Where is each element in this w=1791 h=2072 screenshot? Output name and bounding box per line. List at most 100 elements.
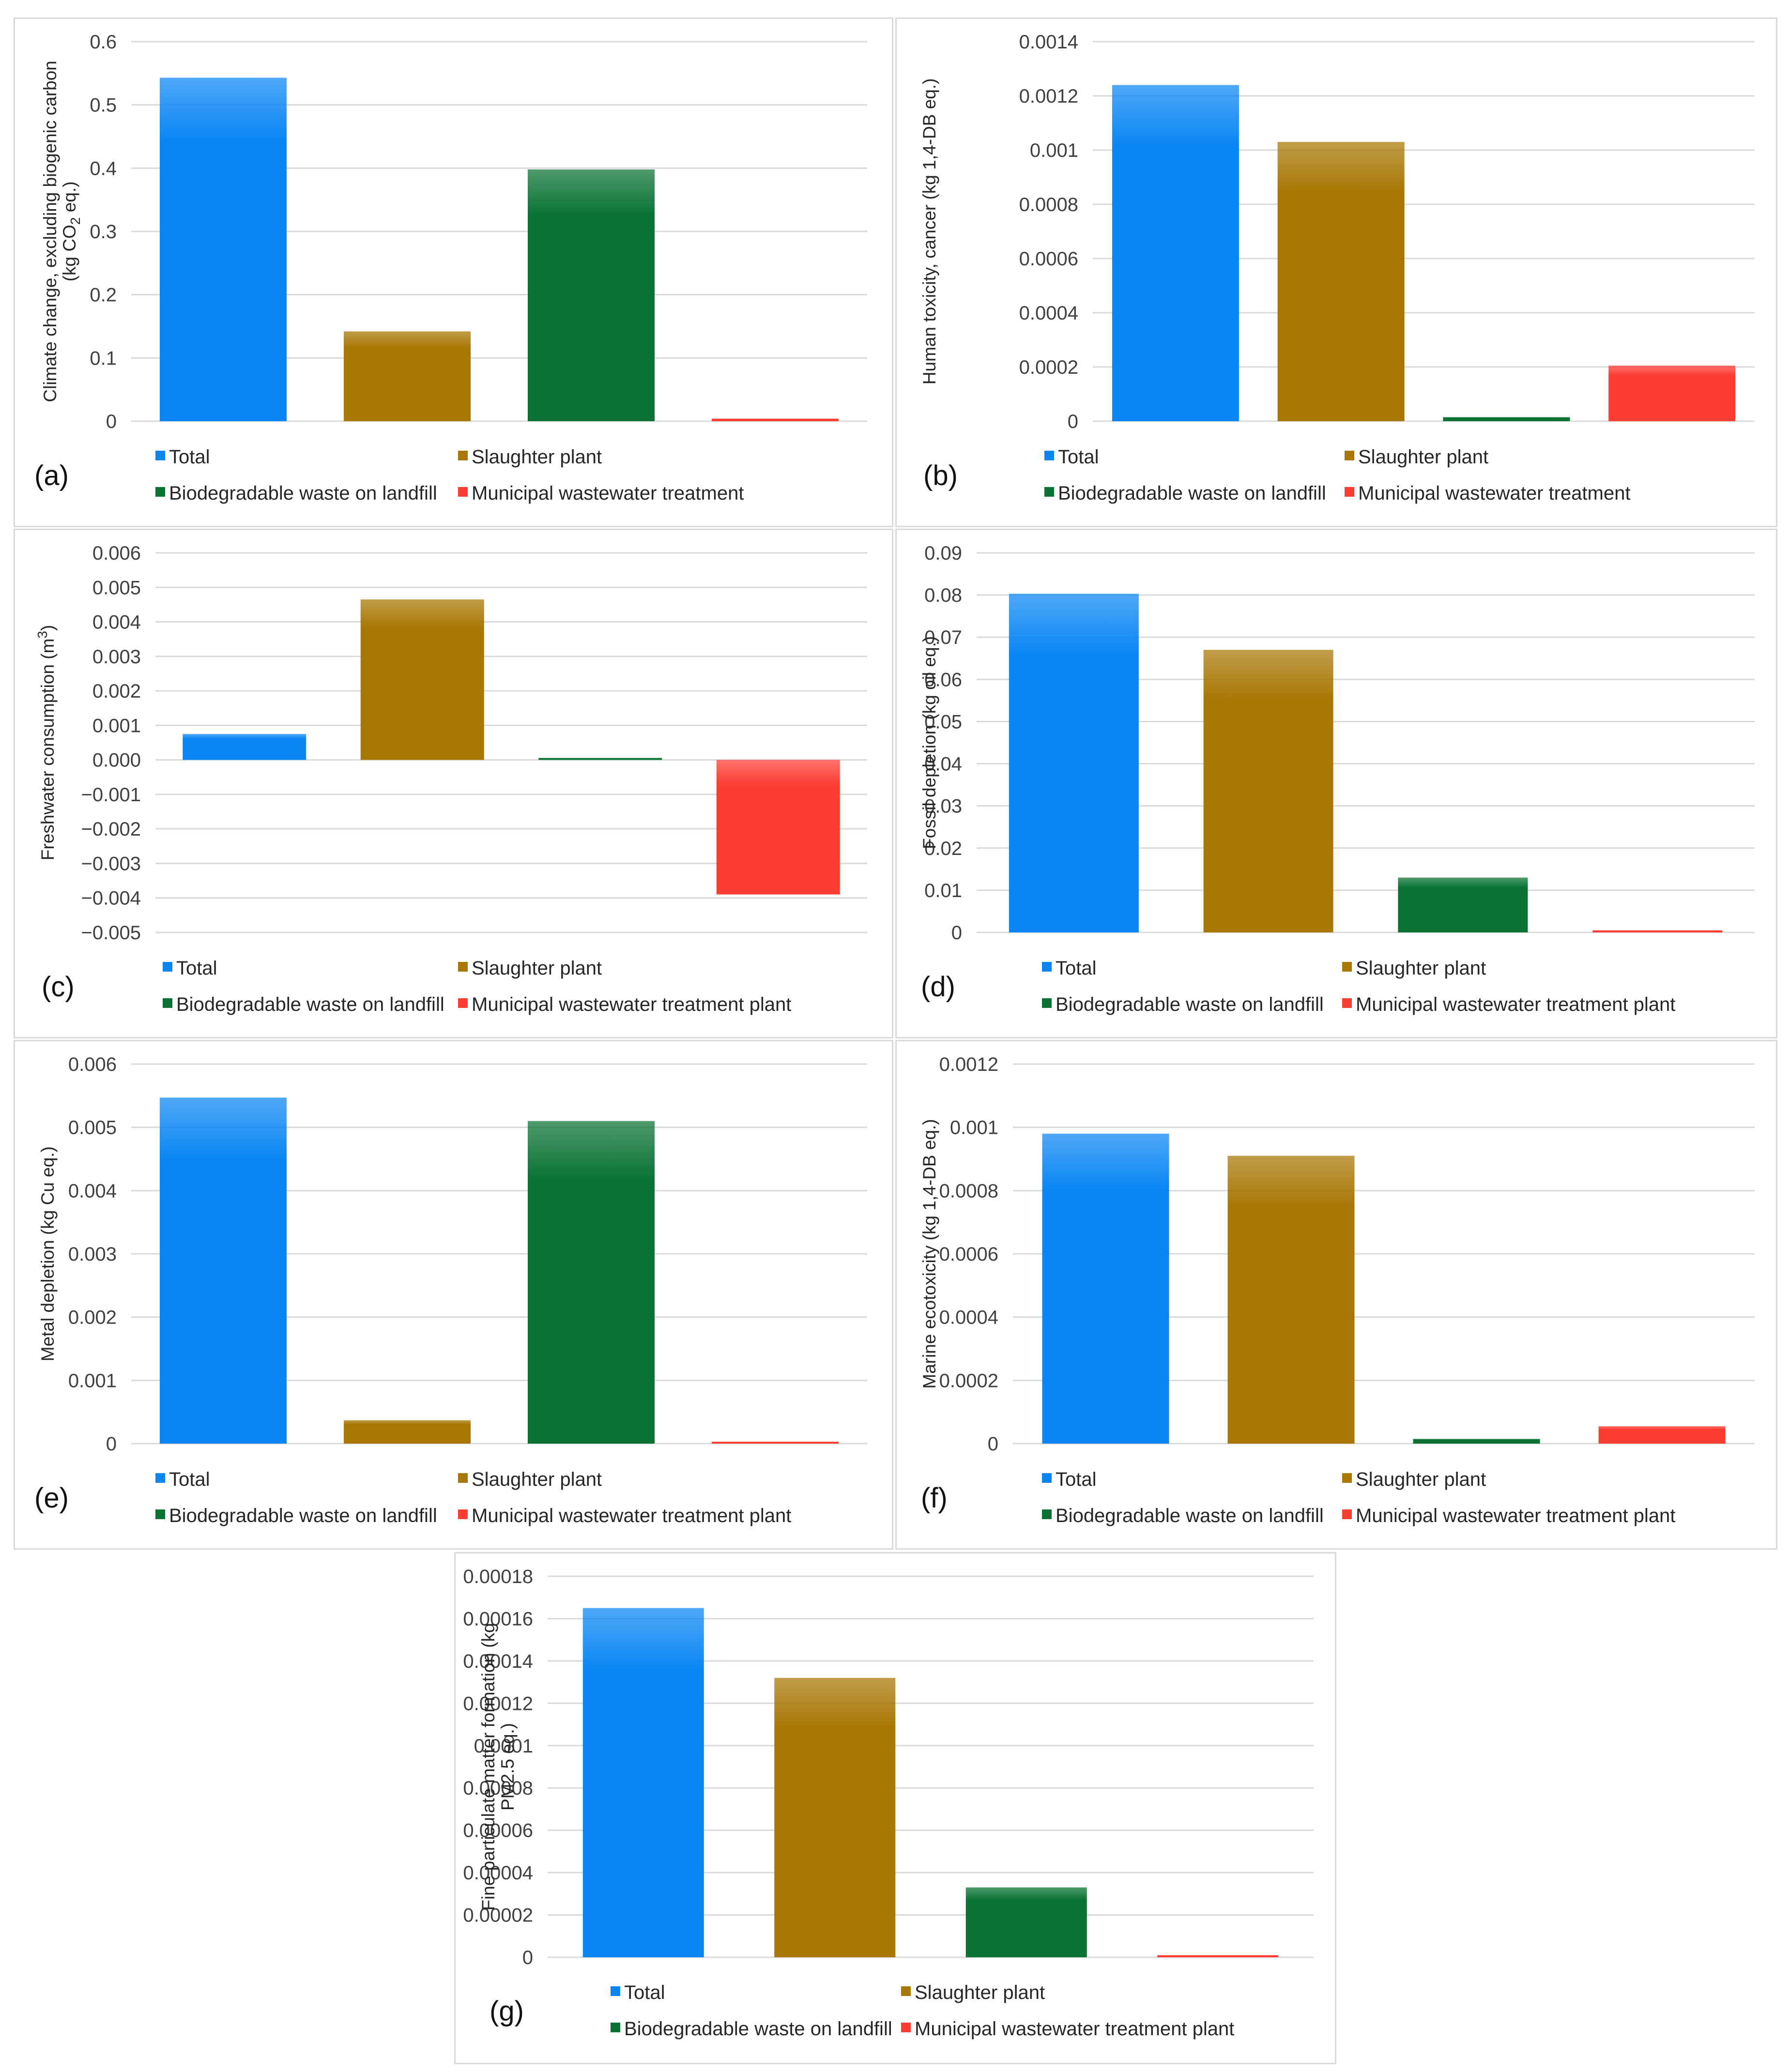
y-tick-label: 0.08 [924,585,962,606]
y-tick-label: 0.006 [68,1054,117,1075]
legend-swatch [458,451,468,460]
y-tick-label: 0.001 [1030,140,1078,161]
bar-slaughter-plant [1227,1156,1355,1444]
panel-label: (a) [34,460,69,491]
legend-label: Biodegradable waste on landfill [624,2018,892,2040]
bar-biodegradable-waste-on-landfill [538,758,662,760]
y-axis-label: Fine particulate matter formation (kg [478,1623,498,1910]
y-tick-label: 0.09 [924,543,962,564]
y-axis-label: Marine ecotoxicity (kg 1,4-DB eq.) [919,1119,939,1388]
y-axis-label: Climate change, excluding biogenic carbo… [40,61,60,402]
bar-biodegradable-waste-on-landfill [965,1887,1087,1957]
legend-label: Biodegradable waste on landfill [1056,1505,1324,1526]
y-tick-label: 0 [106,411,117,432]
y-axis-label: Metal depletion (kg Cu eq.) [38,1146,58,1361]
panel-label: (e) [34,1482,69,1514]
y-tick-label: 0.00016 [463,1608,533,1630]
bar-slaughter-plant [360,599,484,760]
y-tick-label: 0.0004 [1019,303,1078,324]
legend-swatch [1042,1473,1052,1483]
bar-biodegradable-waste-on-landfill [1398,877,1528,932]
panel-label: (b) [923,460,958,491]
bar-municipal-wastewater-treatment-plant [1598,1426,1726,1444]
legend-label: Slaughter plant [1358,446,1488,468]
y-tick-label: −0.003 [81,853,141,874]
y-tick-label: 0.000 [92,750,141,771]
legend-swatch [1044,451,1054,460]
y-axis-label: Freshwater consumption (m3) [35,625,58,860]
legend-swatch [1345,487,1354,497]
y-tick-label: 0.01 [924,880,962,901]
bar-slaughter-plant [1277,142,1405,421]
legend-label: Total [176,958,217,979]
bar-biodegradable-waste-on-landfill [528,169,655,421]
chart-panel-e: 0 0.001 0.002 0.003 0.004 0.005 0.006 Metal dep… [14,1040,893,1550]
bar-total [160,1097,287,1444]
bar-municipal-wastewater-treatment [712,418,839,421]
y-tick-label: 0.0006 [939,1244,998,1265]
legend-swatch [458,962,468,972]
legend-swatch [163,962,172,972]
legend-label: Total [1058,446,1099,468]
chart-svg-b: 0 0.0002 0.0004 0.0006 0.0008 0.001 0.0012 0.00… [919,31,1755,504]
y-tick-label: 0.002 [68,1307,117,1328]
y-tick-label: 0 [1068,411,1078,432]
y-tick-label: 0.004 [92,612,141,633]
legend-swatch [1342,1509,1352,1519]
legend-label: Biodegradable waste on landfill [1056,994,1324,1015]
legend-swatch [155,451,165,460]
legend-label: Municipal wastewater treatment plant [472,1505,791,1526]
bar-total [1042,1133,1169,1444]
y-tick-label: 0.00014 [463,1651,533,1672]
legend-swatch [458,487,468,497]
chart-svg-f: 0 0.0002 0.0004 0.0006 0.0008 0.001 0.0012 Mari… [919,1054,1755,1526]
bar-total [1112,85,1239,422]
legend-swatch [1042,998,1052,1008]
y-tick-label: 0.00018 [463,1566,533,1587]
legend-swatch [155,487,165,497]
y-tick-label: −0.002 [81,819,141,840]
y-axis-label: Human toxicity, cancer (kg 1,4-DB eq.) [919,78,939,385]
legend-label: Slaughter plant [472,446,602,468]
y-tick-label: 0.0008 [1019,194,1078,215]
legend-swatch [458,998,468,1008]
y-axis-label: Fossil depletion (kg oil eq.) [919,636,939,849]
bar-municipal-wastewater-treatment [1608,366,1736,421]
y-tick-label: 0.003 [68,1244,117,1265]
y-tick-label: 0.002 [92,681,141,702]
chart-svg-e: 0 0.001 0.002 0.003 0.004 0.005 0.006 Metal dep… [34,1054,867,1526]
y-tick-label: 0.4 [90,158,117,179]
panel-label: (d) [921,971,955,1003]
y-tick-label: 0.06 [924,669,962,690]
y-tick-label: 0 [988,1433,998,1455]
y-tick-label: 0 [522,1947,533,1968]
bar-slaughter-plant [1203,650,1333,932]
panel-label: (f) [921,1482,948,1514]
legend-label: Biodegradable waste on landfill [1058,483,1326,504]
bar-total [183,734,306,760]
chart-panel-a: 0 0.1 0.2 0.3 0.4 0.5 0.6 Climate change, exclu… [14,17,893,527]
y-tick-label: 0.004 [68,1180,117,1202]
y-tick-label: 0.0006 [1019,248,1078,270]
chart-panel-d: 0 0.01 0.02 0.03 0.04 0.05 0.06 0.07 0.08 0.09 Fos… [895,529,1777,1038]
legend-swatch [1345,451,1354,460]
legend-label: Total [1056,1469,1097,1490]
legend-label: Slaughter plant [472,1469,602,1490]
legend-swatch [1342,1473,1352,1483]
y-tick-label: 0.00008 [463,1778,533,1799]
y-tick-label: 0.0012 [1019,86,1078,107]
bar-municipal-wastewater-treatment-plant [716,760,840,895]
y-tick-label: 0.0014 [1019,31,1078,53]
bar-total [582,1608,704,1957]
bar-biodegradable-waste-on-landfill [1443,417,1570,421]
y-tick-label: 0.001 [92,715,141,736]
y-tick-label: 0.0008 [939,1180,998,1202]
y-tick-label: 0.1 [90,348,117,369]
y-tick-label: 0.2 [90,285,117,306]
legend-swatch [163,998,172,1008]
legend-label: Municipal wastewater treatment plant [472,994,791,1015]
panel-label: (c) [42,971,75,1003]
y-tick-label: 0.5 [90,95,117,116]
legend-swatch [458,1473,468,1483]
legend-label: Biodegradable waste on landfill [169,483,437,504]
